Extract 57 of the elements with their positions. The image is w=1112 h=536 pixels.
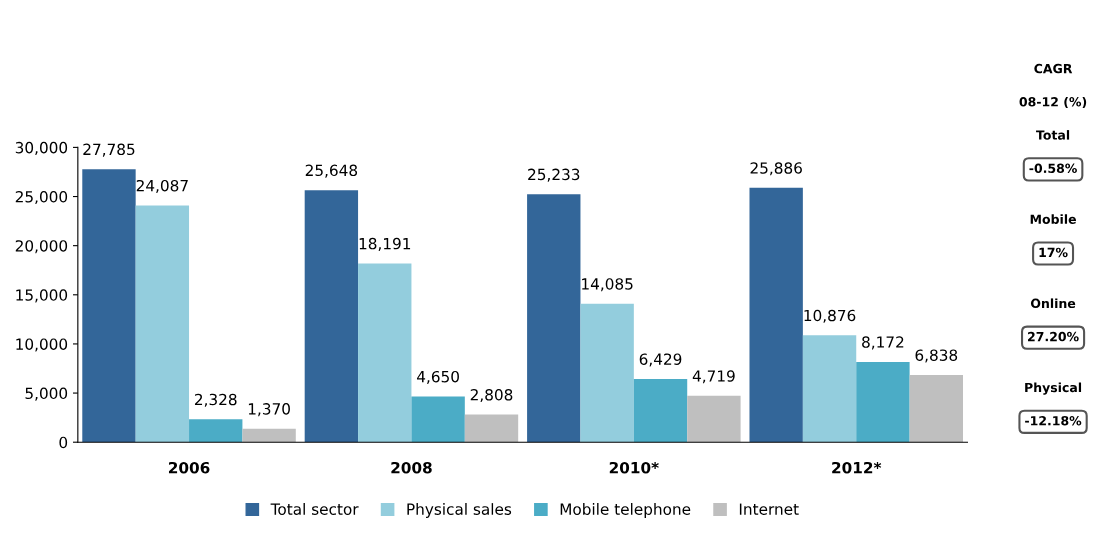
data-label: 24,087 (136, 179, 188, 193)
bar (580, 303, 634, 443)
data-label: 8,172 (862, 336, 904, 350)
y-tick-label: 10,000 (16, 338, 68, 352)
bar (358, 263, 412, 443)
data-label: 18,191 (359, 237, 411, 251)
bar (411, 396, 465, 443)
text: 17% (1039, 247, 1068, 258)
text: 27.20% (1028, 331, 1079, 342)
bar (242, 428, 296, 443)
bar (527, 194, 581, 443)
bar (464, 414, 519, 443)
data-label: 4,650 (417, 370, 459, 384)
data-label: 6,838 (915, 349, 958, 363)
y-tick-label: 0 (59, 436, 68, 449)
data-label: 14,085 (582, 278, 633, 292)
bar (189, 419, 243, 443)
legend-label: Mobile telephone (560, 503, 691, 518)
bar (687, 395, 741, 443)
bar (304, 190, 359, 443)
y-tick-label: 5,000 (25, 387, 68, 401)
bar (802, 335, 857, 443)
text: -12.18% (1025, 416, 1082, 426)
bar (856, 361, 910, 443)
x-tick-label: 2006 (168, 461, 210, 474)
text: Online (1030, 298, 1076, 309)
y-tick-label: 25,000 (15, 191, 68, 205)
data-label: 25,648 (305, 164, 358, 178)
y-tick-label: 15,000 (16, 289, 68, 303)
y-tick-label: 20,000 (15, 240, 68, 254)
text: Total (1036, 130, 1070, 140)
x-tick-label: 2010* (609, 461, 659, 474)
data-label: 25,233 (528, 168, 580, 182)
data-label: 25,886 (750, 162, 802, 176)
data-label: 10,876 (804, 309, 856, 323)
data-label: 27,785 (83, 143, 135, 157)
text: Mobile (1030, 214, 1076, 224)
text: Physical (1025, 382, 1082, 395)
legend-label: Physical sales (407, 503, 512, 518)
bar (749, 187, 803, 443)
x-tick-label: 2012* (832, 461, 882, 474)
text: -0.58% (1029, 163, 1077, 173)
text: 08-12 (%) (1019, 96, 1087, 109)
y-tick-label: 30,000 (15, 141, 68, 155)
data-label: 6,429 (639, 353, 682, 367)
data-label: 2,808 (470, 388, 513, 403)
x-tick-label: 2008 (391, 461, 432, 474)
data-label: 2,328 (194, 393, 237, 407)
bar (82, 169, 136, 443)
bar (135, 205, 190, 443)
text: CAGR (1034, 63, 1073, 74)
bar (633, 379, 688, 443)
bar (909, 375, 963, 443)
legend-label: Total sector (270, 503, 359, 515)
data-label: 4,719 (692, 370, 735, 384)
data-label: 1,370 (248, 403, 290, 417)
legend-label: Internet (739, 503, 799, 515)
